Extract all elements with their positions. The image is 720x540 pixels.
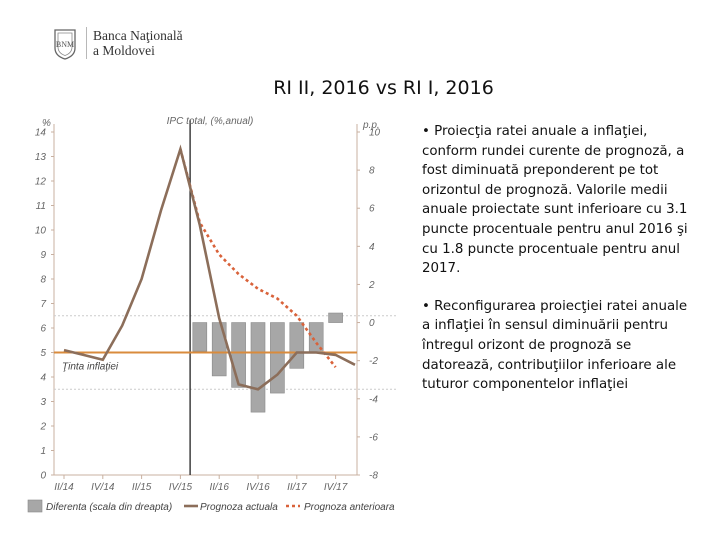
legend-difference-swatch — [27, 499, 43, 513]
left-tick-label: 3 — [40, 397, 46, 408]
right-tick-label: -2 — [369, 356, 378, 367]
legend-current-label: Prognoza actuala — [200, 502, 278, 513]
bank-logo: BNM Banca Naţională a Moldovei — [52, 26, 183, 60]
left-tick-label: 9 — [40, 250, 46, 261]
left-tick-label: 2 — [39, 422, 46, 433]
difference-bar — [289, 322, 305, 369]
left-tick-label: 4 — [40, 373, 46, 384]
logo-line-2: a Moldovei — [93, 43, 155, 58]
left-tick-label: 1 — [40, 446, 46, 457]
right-tick-label: 8 — [369, 166, 375, 177]
left-tick-label: 11 — [36, 201, 46, 212]
commentary: • Proiecţia ratei anuale a inflaţiei, co… — [422, 122, 697, 413]
logo-divider — [86, 27, 87, 59]
left-tick-label: 5 — [40, 348, 46, 359]
x-tick-label: II/15 — [132, 482, 152, 493]
right-tick-label: 0 — [369, 318, 375, 329]
difference-bar — [328, 312, 343, 323]
chart-title: IPC total, (%,anual) — [167, 116, 254, 127]
left-axis-label: % — [42, 118, 51, 129]
right-tick-label: 2 — [368, 280, 375, 291]
right-tick-label: 6 — [369, 204, 375, 215]
left-tick-label: 6 — [40, 324, 46, 335]
x-tick-label: II/16 — [209, 482, 229, 493]
difference-bar — [231, 322, 246, 388]
left-tick-label: 13 — [35, 152, 47, 163]
left-tick-label: 0 — [40, 471, 46, 482]
left-tick-label: 10 — [35, 226, 47, 237]
left-tick-label: 12 — [35, 177, 47, 188]
right-tick-label: 4 — [369, 242, 375, 253]
left-tick-label: 14 — [35, 128, 47, 139]
x-tick-label: IV/17 — [324, 482, 348, 493]
x-tick-label: IV/15 — [169, 482, 193, 493]
previous-forecast-line — [179, 148, 337, 369]
bullet-1: • Proiecţia ratei anuale a inflaţiei, co… — [422, 124, 688, 277]
right-axis-label: p.p. — [362, 120, 380, 131]
right-tick-label: -6 — [369, 432, 378, 443]
bullet-2: • Reconfigurarea proiecţiei ratei anuale… — [422, 298, 688, 393]
legend-difference-label: Diferenta (scala din dreapta) — [46, 502, 172, 513]
emblem-letters: BNM — [56, 40, 74, 49]
x-tick-label: II/17 — [287, 482, 307, 493]
difference-bar — [250, 322, 266, 413]
x-tick-label: IV/14 — [91, 482, 115, 493]
bnm-emblem-icon: BNM — [54, 29, 76, 60]
right-tick-label: 10 — [369, 128, 381, 139]
current-forecast-line — [63, 144, 356, 391]
x-tick-label: II/14 — [54, 482, 74, 493]
right-tick-label: -4 — [369, 394, 378, 405]
legend-previous-label: Prognoza anterioara — [304, 502, 395, 513]
x-tick-label: IV/16 — [246, 482, 270, 493]
difference-bar — [192, 322, 208, 352]
target-label: Ţinta inflaţiei — [62, 362, 119, 373]
logo-text: Banca Naţională a Moldovei — [93, 28, 183, 58]
inflation-forecast-chart: 01234567891011121314%-8-6-4-20246810p.p.… — [27, 116, 397, 513]
right-tick-label: -8 — [369, 471, 378, 482]
difference-bar — [270, 322, 285, 394]
left-tick-label: 8 — [40, 275, 46, 286]
slide-title: RI II, 2016 vs RI I, 2016 — [273, 77, 494, 99]
left-tick-label: 7 — [40, 299, 46, 310]
logo-line-1: Banca Naţională — [93, 28, 183, 43]
